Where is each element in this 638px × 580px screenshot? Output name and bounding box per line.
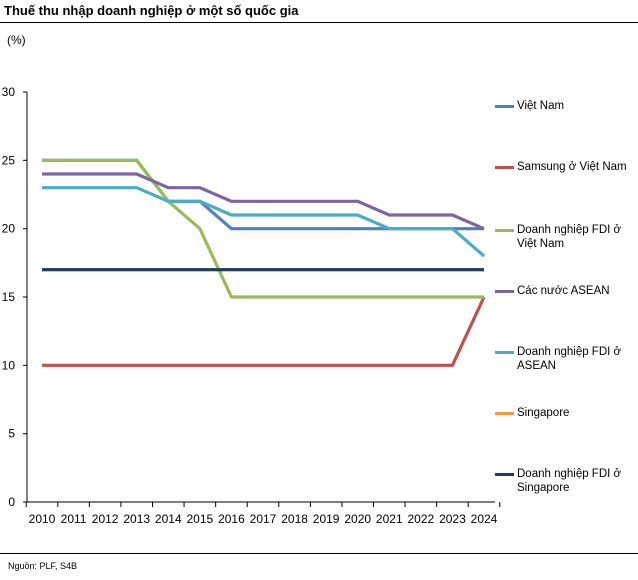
legend-swatch bbox=[495, 290, 514, 293]
x-tick-label: 2017 bbox=[250, 512, 277, 526]
x-tick-label: 2024 bbox=[471, 512, 498, 526]
legend-swatch bbox=[495, 105, 514, 108]
x-tick-label: 2019 bbox=[313, 512, 340, 526]
x-tick-label: 2013 bbox=[123, 512, 150, 526]
x-tick-label: 2016 bbox=[218, 512, 245, 526]
legend-label: Doanh nghiệp FDI ở Singapore bbox=[517, 468, 622, 494]
series-line-5 bbox=[42, 186, 486, 258]
chart-title: Thuế thu nhập doanh nghiệp ở một số quốc… bbox=[4, 3, 299, 18]
legend-swatch bbox=[495, 473, 514, 476]
y-tick-label: 20 bbox=[2, 222, 16, 236]
y-tick-label: 25 bbox=[2, 153, 16, 167]
x-tick-label: 2010 bbox=[29, 512, 56, 526]
y-tick-label: 30 bbox=[2, 85, 16, 99]
legend-label: Doanh nghiệp FDI ở Việt Nam bbox=[517, 224, 622, 250]
series-line-3 bbox=[42, 158, 484, 299]
x-tick-label: 2023 bbox=[439, 512, 466, 526]
series-line-1 bbox=[42, 158, 484, 231]
x-tick-label: 2015 bbox=[187, 512, 214, 526]
legend-label: Doanh nghiệp FDI ở ASEAN bbox=[517, 346, 622, 372]
y-tick-label: 5 bbox=[8, 427, 15, 441]
legend-swatch bbox=[495, 351, 514, 354]
series-line-2 bbox=[42, 296, 486, 367]
x-tick-label: 2018 bbox=[281, 512, 308, 526]
source-note: Nguồn: PLF, S4B bbox=[8, 561, 78, 571]
y-tick-label: 0 bbox=[8, 495, 15, 509]
x-tick-label: 2011 bbox=[61, 512, 87, 526]
legend-label: Samsung ở Việt Nam bbox=[517, 161, 627, 173]
legend-label: Singapore bbox=[517, 407, 570, 419]
y-tick-label: 10 bbox=[2, 358, 16, 372]
x-tick-label: 2014 bbox=[155, 512, 182, 526]
y-tick-label: 15 bbox=[2, 290, 16, 304]
legend-swatch bbox=[495, 229, 514, 232]
y-axis-unit-label: (%) bbox=[7, 33, 26, 47]
source-divider bbox=[0, 553, 638, 554]
series-line-4 bbox=[42, 172, 485, 231]
legend-label: Việt Nam bbox=[517, 100, 565, 112]
legend-swatch bbox=[495, 166, 514, 169]
legend-swatch bbox=[495, 412, 514, 415]
x-tick-label: 2022 bbox=[408, 512, 435, 526]
x-tick-label: 2020 bbox=[344, 512, 371, 526]
title-divider bbox=[0, 22, 638, 23]
x-tick-label: 2021 bbox=[376, 512, 403, 526]
legend-label: Các nước ASEAN bbox=[517, 285, 610, 297]
x-tick-label: 2012 bbox=[92, 512, 119, 526]
